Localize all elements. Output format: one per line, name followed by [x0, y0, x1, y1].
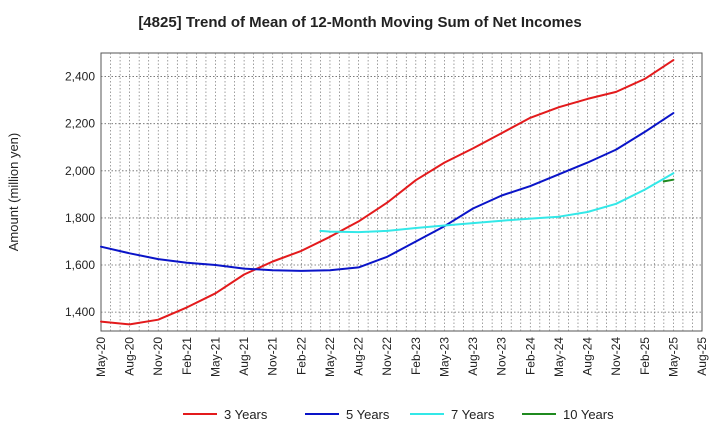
plot-area — [100, 52, 703, 332]
legend-label: 5 Years — [346, 407, 390, 422]
x-tick-label: May-23 — [437, 337, 451, 377]
x-tick-label: Aug-20 — [123, 337, 137, 376]
plot-border — [100, 52, 703, 332]
x-tick-label: May-20 — [94, 337, 108, 377]
series-line-10-years — [662, 178, 675, 183]
series-line-5-years — [100, 112, 675, 272]
x-tick-label: Feb-25 — [638, 337, 652, 375]
x-tick-label: May-22 — [323, 337, 337, 377]
x-tick-label: Nov-20 — [151, 337, 165, 376]
y-axis-label: Amount (million yen) — [6, 133, 21, 252]
legend-label: 3 Years — [224, 407, 268, 422]
x-tick-label: May-24 — [552, 337, 566, 377]
x-tick-label: Nov-23 — [495, 337, 509, 376]
chart-title: [4825] Trend of Mean of 12-Month Moving … — [138, 14, 582, 31]
legend-label: 10 Years — [563, 407, 614, 422]
x-tick-label: Aug-21 — [237, 337, 251, 376]
x-tick-label: Feb-23 — [409, 337, 423, 375]
x-tick-label: Nov-22 — [380, 337, 394, 376]
axes: 1,400 1,600 1,800 2,000 2,200 2,400 May-20 Aug-… — [6, 70, 709, 377]
series-line-7-years — [319, 172, 675, 234]
legend: 3 Years 5 Years 7 Years 10 Years — [183, 407, 614, 422]
x-tick-label: May-25 — [666, 337, 680, 377]
y-tick-label: 1,800 — [65, 211, 95, 225]
x-tick-label: Aug-25 — [695, 337, 709, 376]
x-tick-label: Feb-22 — [294, 337, 308, 375]
legend-label: 7 Years — [451, 407, 495, 422]
x-tick-label: Feb-21 — [180, 337, 194, 375]
x-tick-label: Nov-24 — [609, 337, 623, 376]
x-tick-label: Feb-24 — [523, 337, 537, 375]
x-tick-label: Nov-21 — [266, 337, 280, 376]
y-tick-label: 1,400 — [65, 305, 95, 319]
y-tick-label: 1,600 — [65, 258, 95, 272]
y-tick-label: 2,400 — [65, 70, 95, 84]
y-tick-label: 2,000 — [65, 164, 95, 178]
series-lines — [100, 59, 675, 326]
x-tick-label: Aug-23 — [466, 337, 480, 376]
y-tick-label: 2,200 — [65, 117, 95, 131]
series-line-3-years — [100, 59, 675, 326]
x-tick-label: Aug-22 — [352, 337, 366, 376]
x-tick-label: Aug-24 — [581, 337, 595, 376]
grid-lines — [101, 53, 702, 331]
x-tick-label: May-21 — [208, 337, 222, 377]
